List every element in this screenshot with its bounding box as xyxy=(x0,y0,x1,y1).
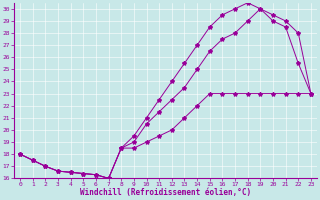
X-axis label: Windchill (Refroidissement éolien,°C): Windchill (Refroidissement éolien,°C) xyxy=(80,188,251,197)
